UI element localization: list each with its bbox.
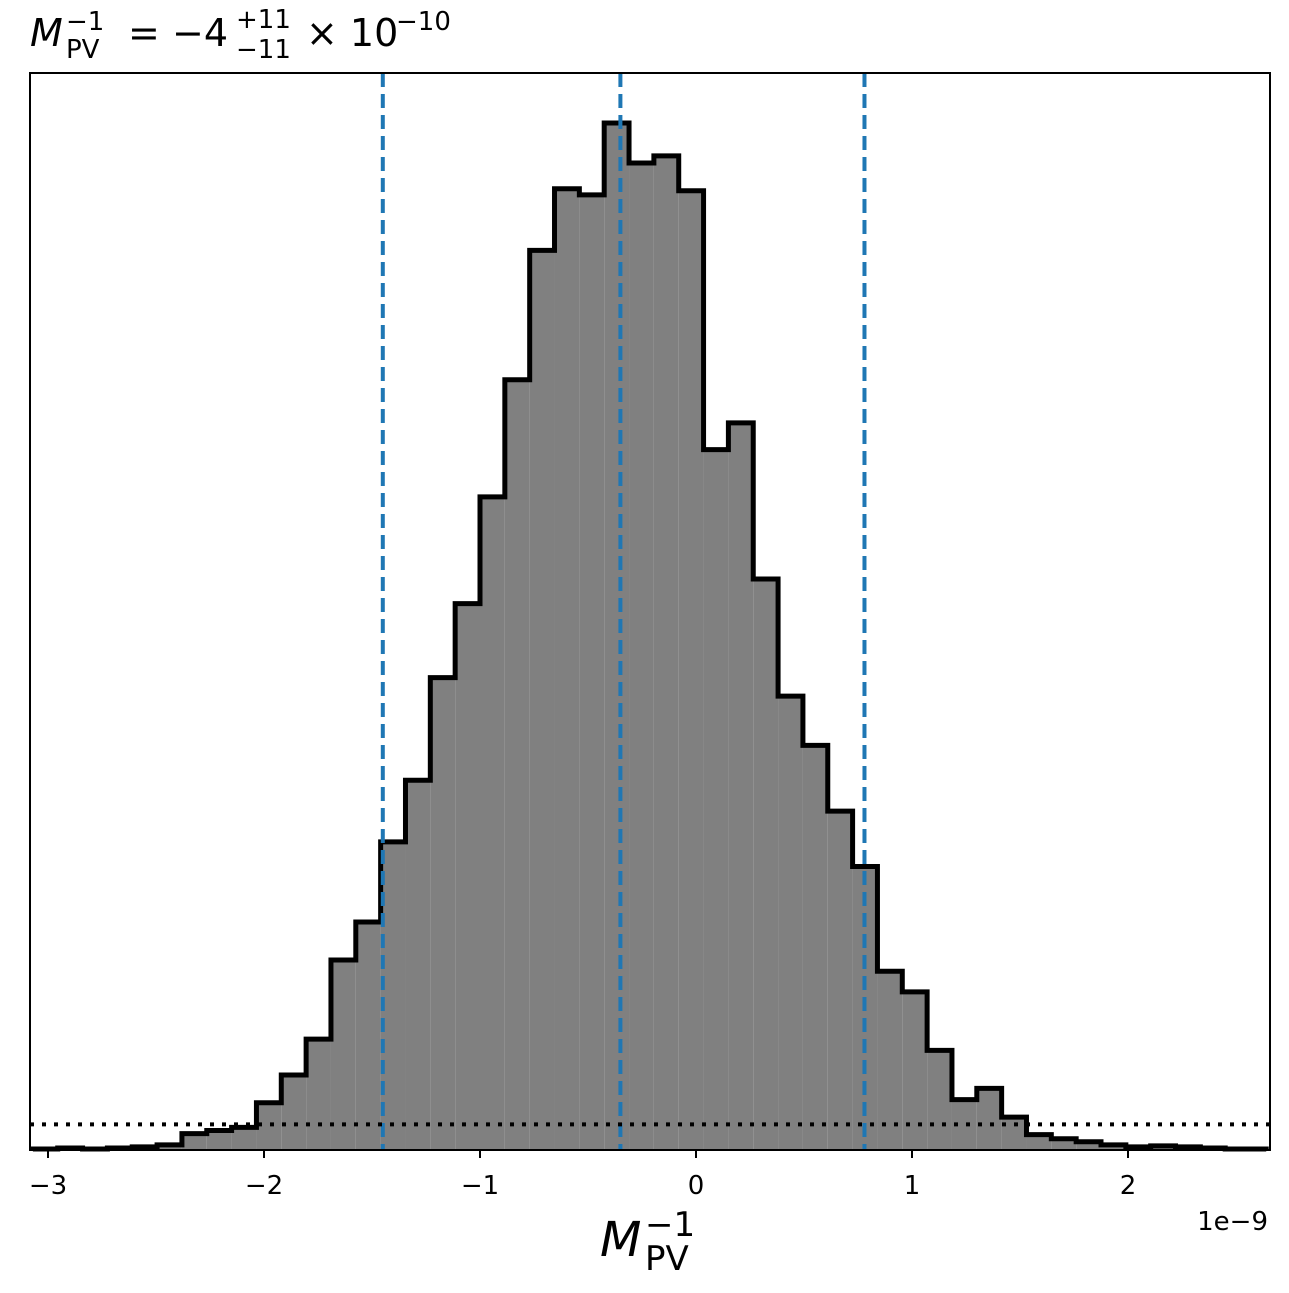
chart-title-exponent: −10 [396, 7, 451, 37]
histogram-bar [256, 1102, 282, 1150]
histogram-bar [181, 1133, 207, 1150]
histogram-bar [678, 190, 704, 1151]
histogram-bar [455, 603, 480, 1150]
chart-title-var-sup: −1 [66, 7, 104, 37]
histogram-bar [206, 1130, 232, 1150]
histogram-bar [529, 250, 555, 1150]
histogram-bar [281, 1075, 307, 1150]
histogram-bar [355, 922, 381, 1150]
histogram-bar [504, 379, 530, 1150]
histogram-bar [802, 745, 828, 1150]
histogram-bar [231, 1127, 257, 1150]
histogram-bar [579, 194, 605, 1150]
histogram-bar [306, 1039, 331, 1150]
x-axis-label-var: M [600, 1212, 641, 1268]
chart-title-multiplier: × 10 [306, 11, 398, 55]
x-axis-label-sub: PV [645, 1239, 689, 1279]
histogram-bar [653, 155, 679, 1150]
x-offset-label: 1e−9 [1197, 1207, 1268, 1237]
histogram-bar [405, 780, 431, 1150]
histogram-bar [330, 960, 356, 1150]
histogram-bar [827, 811, 853, 1150]
histogram-bar [703, 449, 729, 1150]
histogram-bar [1026, 1134, 1052, 1150]
x-axis-ticks: −3 −2 −1 0 1 2 [29, 1150, 1136, 1201]
x-tick-label: 2 [1120, 1171, 1137, 1201]
histogram-outline [30, 120, 1269, 1152]
histogram-bar [1076, 1141, 1101, 1150]
histogram-bar [1101, 1144, 1126, 1150]
histogram-bar [778, 696, 803, 1150]
x-tick-label: 1 [904, 1171, 921, 1201]
histogram-bar [877, 971, 903, 1150]
histogram-bar [728, 422, 754, 1150]
chart-title-value: −4 [172, 11, 228, 55]
histogram-bar [157, 1144, 182, 1150]
x-tick-label: −3 [29, 1171, 67, 1201]
histogram-bar [554, 188, 580, 1150]
plot-frame [29, 72, 1271, 1151]
chart-title-err-plus: +11 [236, 5, 291, 35]
histogram-bar [480, 496, 505, 1150]
histogram-bar [604, 123, 630, 1150]
histogram-bar [629, 163, 654, 1151]
histogram-bar [753, 578, 779, 1150]
chart-title-equals: = [128, 11, 160, 55]
x-tick-label: 0 [688, 1171, 705, 1201]
histogram-bar [976, 1088, 1002, 1150]
chart-title-var: M [30, 11, 63, 55]
x-axis-label-sup: −1 [645, 1205, 695, 1245]
histogram-bar [1051, 1138, 1077, 1150]
x-tick-label: −2 [245, 1171, 283, 1201]
x-tick-label: −1 [461, 1171, 499, 1201]
histogram-bar [430, 677, 456, 1150]
histogram-bar [927, 1050, 952, 1150]
plot-area [30, 73, 1270, 1152]
chart-title-var-sub: PV [66, 35, 100, 65]
histogram-bar [1001, 1117, 1027, 1150]
chart-title-err-minus: −11 [236, 35, 291, 65]
